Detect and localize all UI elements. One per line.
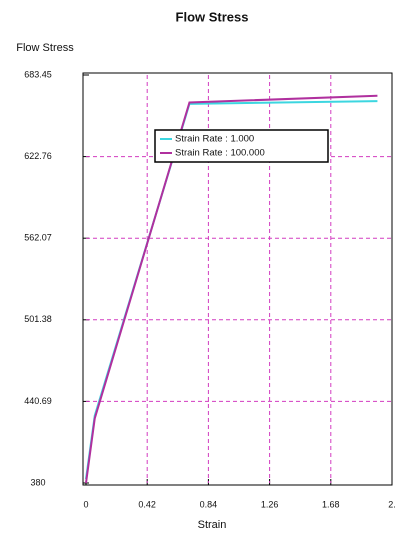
y-tick-label: 683.45	[24, 69, 52, 79]
y-tick-label: 440.69	[24, 396, 52, 406]
x-tick-label: 0.42	[138, 499, 156, 509]
x-tick-label: 2.	[388, 499, 396, 509]
y-tick-label: 380	[30, 477, 45, 487]
legend-label: Strain Rate : 1.000	[175, 134, 254, 145]
legend-label: Strain Rate : 100.000	[175, 148, 265, 159]
x-tick-label: 0.84	[200, 499, 218, 509]
y-tick-label: 562.07	[24, 233, 52, 243]
x-tick-label: 1.68	[322, 499, 340, 509]
x-tick-label: 0	[83, 499, 88, 509]
y-tick-label: 501.38	[24, 314, 52, 324]
chart-title: Flow Stress	[176, 9, 249, 24]
y-axis-label: Flow Stress	[16, 42, 74, 54]
series-line	[85, 94, 378, 484]
legend-box	[154, 129, 329, 163]
y-tick-label: 622.76	[24, 151, 52, 161]
x-tick-label: 1.26	[261, 499, 279, 509]
x-axis-label: Strain	[198, 519, 227, 531]
plot-area	[82, 72, 393, 486]
